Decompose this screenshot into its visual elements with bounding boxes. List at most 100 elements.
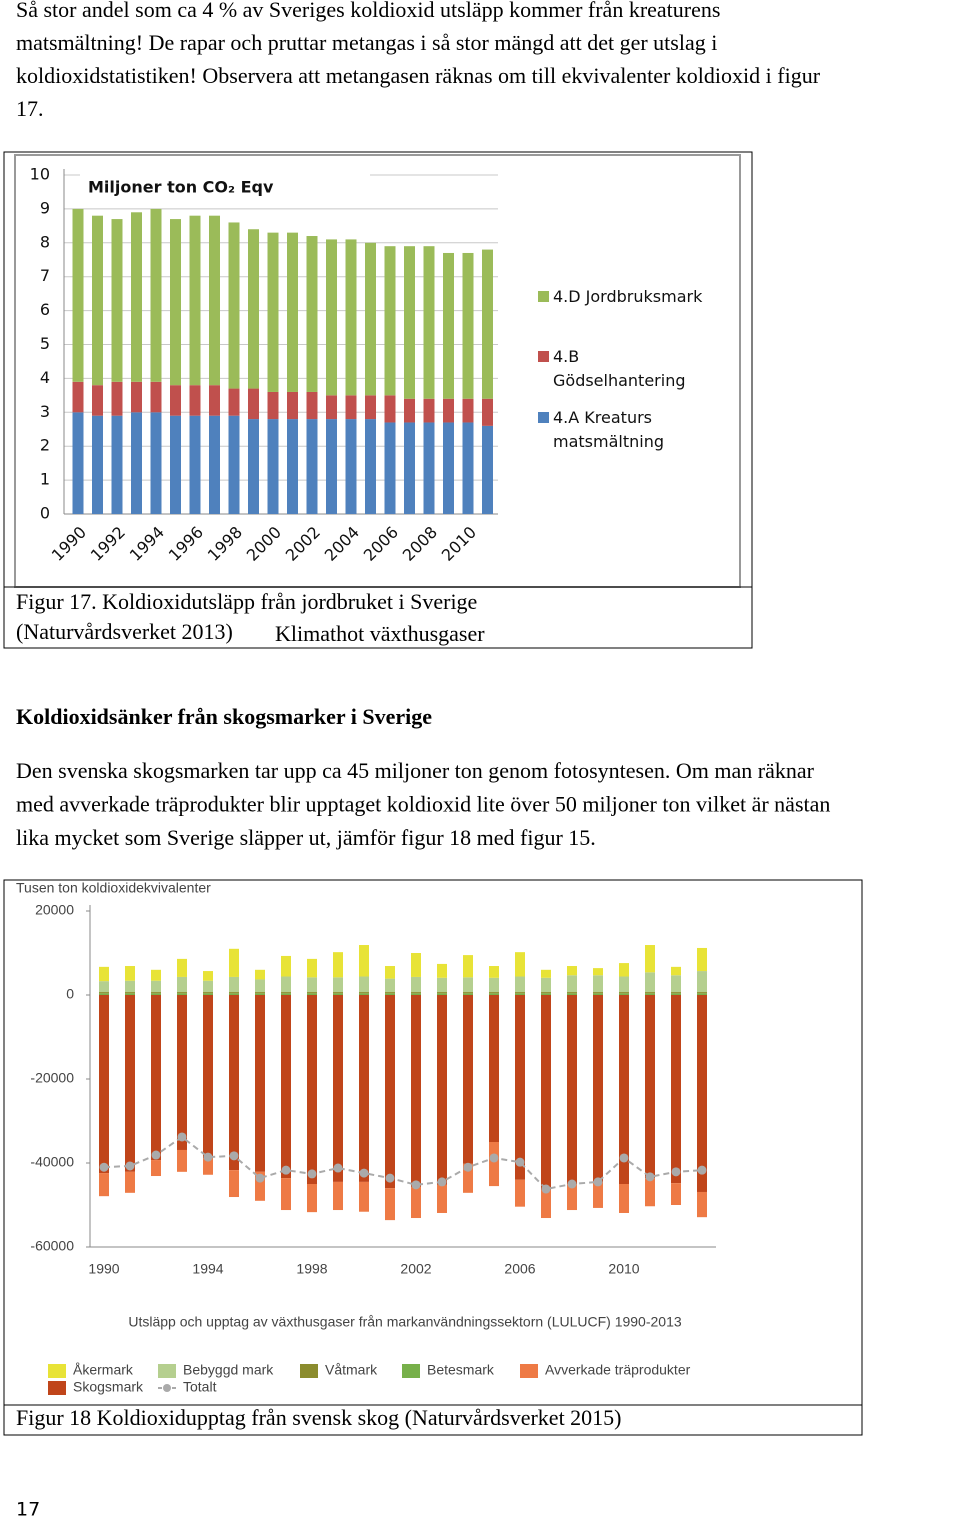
bar-segment — [287, 391, 298, 420]
bar-segment — [189, 385, 201, 416]
bar-segment — [151, 1160, 161, 1177]
bar-segment — [385, 992, 395, 994]
y-tick-label: 6 — [40, 300, 50, 319]
total-point — [385, 1173, 395, 1183]
y-tick-label: -40000 — [30, 1154, 74, 1170]
bar-segment — [463, 995, 473, 1164]
figure-caption: (Naturvårdsverket 2013) — [16, 619, 233, 644]
bar-segment — [248, 229, 259, 389]
legend-swatch — [48, 1381, 66, 1395]
bar-segment — [359, 1181, 369, 1212]
bar-segment — [307, 1184, 317, 1213]
bar-segment — [326, 239, 337, 396]
legend-label: 4.B Gödselhantering — [553, 347, 686, 390]
bar-segment — [462, 422, 474, 514]
bar-segment — [645, 972, 655, 993]
bar-segment — [170, 219, 181, 386]
bar-segment — [99, 995, 109, 1174]
total-point — [541, 1184, 551, 1194]
figure-caption: Figur 17. Koldioxidutsläpp från jordbruk… — [16, 589, 477, 614]
total-line — [103, 1135, 703, 1191]
bar-segment — [131, 412, 142, 514]
bar-segment — [307, 992, 317, 994]
bar-segment — [92, 385, 103, 416]
bar-segment — [404, 422, 415, 514]
total-point — [515, 1157, 525, 1167]
bar-segment — [333, 995, 343, 1182]
y-tick-label: 7 — [40, 266, 50, 285]
bar-segment — [177, 995, 187, 1150]
bar-segment — [209, 385, 220, 416]
bar-segment — [541, 992, 551, 994]
title-background — [80, 172, 370, 204]
bar-segment — [228, 388, 240, 416]
bar-segment — [281, 992, 291, 994]
bar-segment — [593, 1181, 603, 1208]
figure-frame — [3, 151, 753, 649]
bar-segment — [593, 995, 603, 1182]
bar-segment — [125, 1171, 135, 1193]
y-tick-label: -20000 — [30, 1070, 74, 1086]
bar-segment — [150, 381, 162, 413]
bar-segment — [423, 246, 435, 399]
x-tick-label: 2010 — [608, 1261, 639, 1277]
bar-segment — [203, 1157, 213, 1175]
bar-segment — [255, 992, 265, 994]
bar-segment — [72, 381, 84, 413]
bar-segment — [645, 995, 655, 1179]
bar-segment — [151, 993, 161, 995]
legend-swatch — [158, 1364, 176, 1378]
paragraph-line: matsmältning! De rapar och pruttar metan… — [16, 30, 717, 55]
bar-segment — [255, 1171, 265, 1201]
bar-segment — [697, 995, 707, 1192]
bar-segment — [92, 215, 103, 386]
bar-segment — [593, 992, 603, 994]
total-point — [567, 1179, 577, 1189]
legend-label: Betesmark — [427, 1362, 495, 1378]
bar-segment — [281, 955, 291, 977]
bar-segment — [384, 246, 396, 396]
bar-segment — [645, 992, 655, 994]
legend-swatch — [163, 1384, 171, 1392]
bar-segment — [359, 976, 369, 993]
bar-segment — [203, 993, 213, 995]
paragraph-line: Så stor andel som ca 4 % av Sveriges kol… — [16, 0, 720, 22]
bar-segment — [255, 995, 265, 1172]
bar-segment — [697, 1191, 707, 1218]
bar-segment — [359, 993, 369, 995]
bar-segment — [671, 966, 681, 976]
total-point — [671, 1167, 681, 1177]
bar-segment — [72, 208, 84, 382]
bar-segment — [99, 966, 109, 982]
y-tick-label: 5 — [40, 334, 50, 353]
bar-segment — [593, 968, 603, 976]
bar-segment — [541, 977, 551, 993]
bar-segment — [306, 236, 318, 392]
bar-segment — [326, 419, 337, 514]
legend-swatch — [48, 1364, 66, 1378]
bar-segment — [177, 992, 187, 994]
bar-segment — [411, 976, 421, 993]
bar-segment — [99, 993, 109, 995]
bar-segment — [177, 958, 187, 977]
total-point — [307, 1169, 317, 1179]
total-point — [645, 1172, 655, 1182]
total-point — [333, 1163, 343, 1173]
legend-label: Skogsmark — [73, 1379, 144, 1395]
x-tick-label: 1990 — [88, 1261, 119, 1277]
bar-segment — [567, 975, 577, 993]
bar-segment — [228, 222, 240, 389]
bar-segment — [541, 1189, 551, 1219]
bar-segment — [385, 995, 395, 1189]
y-tick-label: 1 — [40, 470, 50, 489]
bar-segment — [567, 1184, 577, 1211]
legend-swatch — [538, 351, 549, 362]
legend-swatch — [300, 1364, 318, 1378]
bar-segment — [228, 415, 240, 514]
legend-label: Bebyggd mark — [183, 1362, 274, 1378]
total-point — [437, 1177, 447, 1187]
bar-segment — [619, 976, 629, 993]
bar-segment — [462, 252, 474, 399]
bar-segment — [248, 388, 259, 420]
bar-segment — [209, 415, 220, 514]
